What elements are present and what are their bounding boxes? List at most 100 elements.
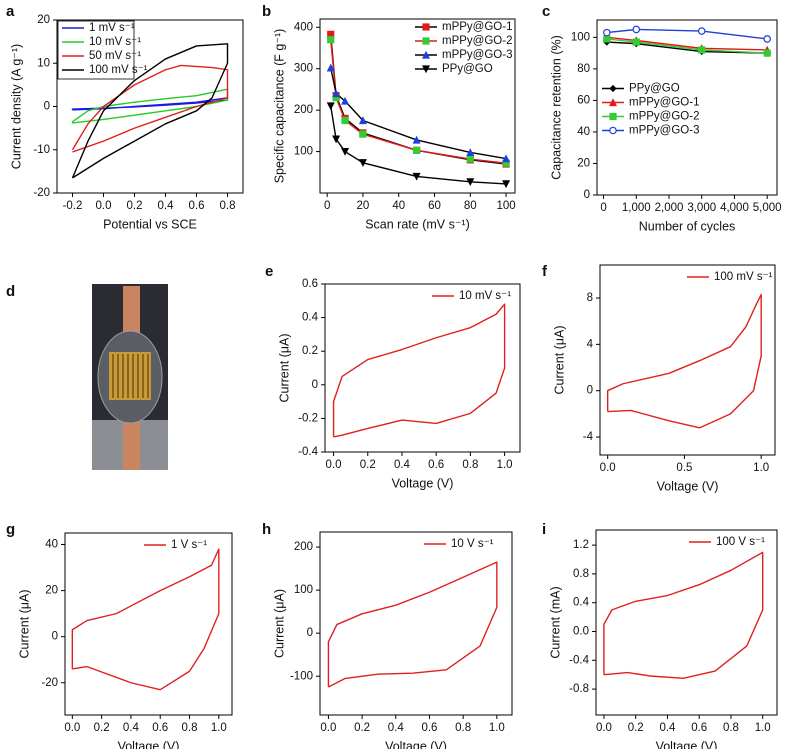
panel-label: d <box>6 283 15 300</box>
marker <box>332 89 341 98</box>
marker <box>341 147 350 156</box>
y-tick-label: 200 <box>294 541 313 553</box>
legend-label: mPPy@GO-1 <box>442 21 512 33</box>
x-tick-label: 0.0 <box>326 459 342 471</box>
x-tick-label: 4,000 <box>720 202 749 214</box>
y-tick-label: 20 <box>577 157 590 169</box>
series-line <box>606 293 762 429</box>
y-tick-label: 0.4 <box>573 597 590 609</box>
y-tick-label: 0 <box>584 189 590 201</box>
x-tick-label: 0.2 <box>354 722 370 734</box>
x-tick-label: 0.4 <box>158 200 175 212</box>
marker <box>603 28 611 37</box>
y-axis-label: Current density (A g⁻¹) <box>9 44 23 169</box>
x-axis-label: Number of cycles <box>639 219 736 233</box>
y-tick-label: 40 <box>577 126 590 138</box>
electrode-array <box>109 352 151 400</box>
y-axis-label: Current (μA) <box>17 589 31 658</box>
x-tick-label: 1.0 <box>753 462 769 474</box>
legend-label: mPPy@GO-3 <box>629 125 699 137</box>
x-tick-label: 1.0 <box>755 722 771 734</box>
x-tick-label: 0.2 <box>628 722 644 734</box>
marker <box>603 35 611 43</box>
legend-label: 100 mV s⁻¹ <box>89 64 148 76</box>
marker <box>412 135 421 144</box>
series-line <box>330 105 507 185</box>
y-tick-label: 100 <box>571 31 590 43</box>
plot-frame <box>64 532 233 716</box>
y-tick-label: -4 <box>583 431 594 443</box>
y-axis-label: Current (μA) <box>277 333 291 402</box>
marker <box>332 135 341 144</box>
plot-frame <box>319 531 513 716</box>
y-tick-label: 0.6 <box>302 278 318 290</box>
photo <box>92 284 168 470</box>
legend-label: 100 mV s⁻¹ <box>714 271 773 283</box>
y-tick-label: 10 <box>37 57 50 69</box>
marker <box>698 46 706 54</box>
x-axis-label: Voltage (V) <box>385 739 447 749</box>
legend-label: 10 mV s⁻¹ <box>459 290 511 302</box>
y-tick-label: 0 <box>587 385 593 397</box>
x-tick-label: 0.0 <box>64 722 80 734</box>
x-tick-label: 0.0 <box>320 722 336 734</box>
legend-label: 1 V s⁻¹ <box>171 539 207 551</box>
marker <box>502 180 511 189</box>
marker <box>697 27 706 35</box>
x-tick-label: 0.6 <box>428 459 444 471</box>
x-tick-label: 1,000 <box>622 202 651 214</box>
legend-label: mPPy@GO-3 <box>442 49 512 61</box>
y-tick-label: 0 <box>52 631 58 643</box>
x-tick-label: 0.2 <box>127 200 143 212</box>
x-tick-label: -0.2 <box>63 200 83 212</box>
marker <box>466 155 474 163</box>
marker <box>609 84 617 93</box>
panel-label: a <box>6 3 15 20</box>
x-axis-label: Voltage (V) <box>118 739 180 749</box>
x-tick-label: 0.0 <box>600 462 616 474</box>
y-tick-label: -10 <box>33 144 50 156</box>
legend-label: 10 mV s⁻¹ <box>89 36 141 48</box>
x-tick-label: 0.4 <box>394 459 411 471</box>
marker <box>763 35 771 43</box>
plot-frame <box>596 19 778 196</box>
panel-label: h <box>262 521 271 538</box>
marker <box>341 116 349 125</box>
y-tick-label: -100 <box>290 670 313 682</box>
x-tick-label: 20 <box>357 200 370 212</box>
legend-label: mPPy@GO-1 <box>629 97 699 109</box>
x-tick-label: 0.4 <box>659 722 676 734</box>
x-tick-label: 0.6 <box>189 200 205 212</box>
marker <box>359 130 367 138</box>
y-tick-label: 0.4 <box>302 312 319 324</box>
x-tick-label: 1.0 <box>211 722 227 734</box>
marker <box>502 159 510 167</box>
x-tick-label: 40 <box>392 200 405 212</box>
legend-label: 50 mV s⁻¹ <box>89 50 141 62</box>
legend-label: PPy@GO <box>442 63 493 75</box>
marker <box>422 23 430 31</box>
series-line <box>327 561 498 688</box>
legend-label: 10 V s⁻¹ <box>451 538 494 550</box>
series-line <box>71 548 220 691</box>
marker <box>326 63 335 72</box>
plot-frame <box>319 18 516 194</box>
y-tick-label: 300 <box>294 63 313 75</box>
electrode-fingers <box>112 354 149 398</box>
panel-label: e <box>265 263 273 280</box>
x-tick-label: 0.5 <box>676 462 692 474</box>
y-tick-label: -20 <box>41 677 58 689</box>
panel-label: b <box>262 3 271 20</box>
x-tick-label: 0.8 <box>455 722 471 734</box>
x-tick-label: 0.2 <box>94 722 110 734</box>
legend-label: mPPy@GO-2 <box>629 111 699 123</box>
marker <box>609 126 617 135</box>
series-line <box>606 28 768 40</box>
marker <box>763 49 771 57</box>
x-tick-label: 1.0 <box>489 722 505 734</box>
y-axis-label: Current (μA) <box>272 589 286 658</box>
marker <box>413 146 421 154</box>
y-tick-label: 0.0 <box>573 626 589 638</box>
x-tick-label: 0.6 <box>152 722 168 734</box>
